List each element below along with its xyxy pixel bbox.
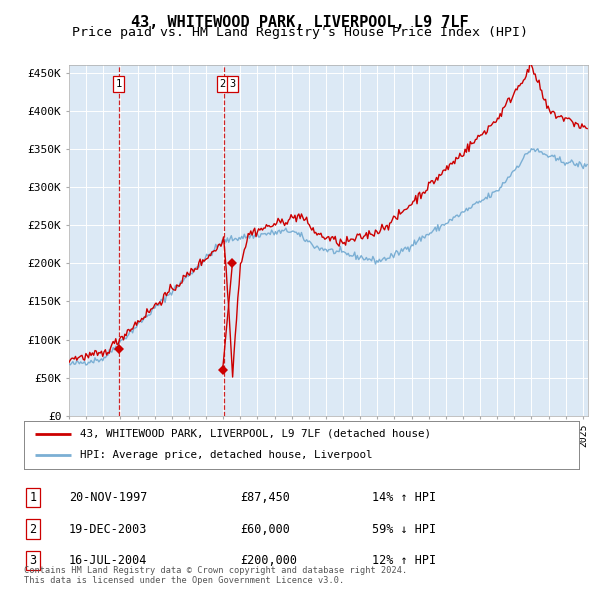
Text: 2: 2 (220, 79, 226, 89)
Text: 12% ↑ HPI: 12% ↑ HPI (372, 554, 436, 567)
Text: £87,450: £87,450 (240, 491, 290, 504)
Text: 3: 3 (29, 554, 37, 567)
Text: 2: 2 (29, 523, 37, 536)
Text: £200,000: £200,000 (240, 554, 297, 567)
Text: 19-DEC-2003: 19-DEC-2003 (69, 523, 148, 536)
Text: HPI: Average price, detached house, Liverpool: HPI: Average price, detached house, Live… (79, 450, 372, 460)
Text: £60,000: £60,000 (240, 523, 290, 536)
Text: 14% ↑ HPI: 14% ↑ HPI (372, 491, 436, 504)
Text: 1: 1 (115, 79, 122, 89)
Text: 20-NOV-1997: 20-NOV-1997 (69, 491, 148, 504)
Text: 16-JUL-2004: 16-JUL-2004 (69, 554, 148, 567)
Text: Price paid vs. HM Land Registry's House Price Index (HPI): Price paid vs. HM Land Registry's House … (72, 26, 528, 39)
Text: 43, WHITEWOOD PARK, LIVERPOOL, L9 7LF (detached house): 43, WHITEWOOD PARK, LIVERPOOL, L9 7LF (d… (79, 429, 431, 439)
Text: 1: 1 (29, 491, 37, 504)
Text: Contains HM Land Registry data © Crown copyright and database right 2024.
This d: Contains HM Land Registry data © Crown c… (24, 566, 407, 585)
Text: 59% ↓ HPI: 59% ↓ HPI (372, 523, 436, 536)
Text: 43, WHITEWOOD PARK, LIVERPOOL, L9 7LF: 43, WHITEWOOD PARK, LIVERPOOL, L9 7LF (131, 15, 469, 30)
Text: 3: 3 (229, 79, 236, 89)
